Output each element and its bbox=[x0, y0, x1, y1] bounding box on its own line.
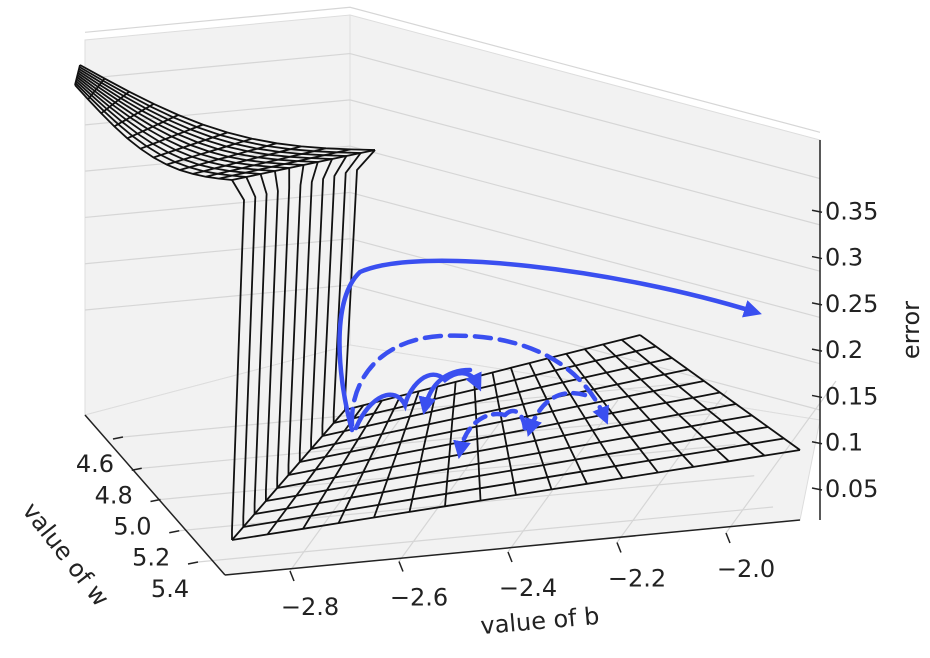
x-tick-label: −2.6 bbox=[390, 583, 448, 611]
z-tick bbox=[811, 348, 823, 352]
trajectory-path bbox=[524, 390, 588, 437]
z-tick bbox=[811, 487, 823, 491]
grid-line bbox=[197, 506, 774, 563]
x-tick bbox=[289, 570, 295, 582]
surface-line bbox=[205, 147, 327, 178]
surface-line bbox=[179, 142, 277, 171]
surface-line bbox=[276, 168, 291, 488]
trajectory-path bbox=[502, 408, 528, 435]
surface-line bbox=[373, 390, 420, 518]
surface-line bbox=[218, 148, 351, 180]
surface-line bbox=[298, 161, 319, 462]
y-tick-label: 4.8 bbox=[95, 481, 133, 509]
surface-line bbox=[602, 343, 730, 462]
surface-line bbox=[140, 123, 204, 150]
x-tick bbox=[507, 551, 513, 563]
z-tick bbox=[811, 440, 823, 445]
trajectory-path bbox=[349, 333, 609, 428]
grid-line bbox=[84, 6, 821, 133]
surface-line bbox=[639, 334, 801, 451]
surface-line bbox=[126, 114, 179, 140]
grid-line bbox=[84, 191, 821, 319]
panes bbox=[84, 14, 821, 576]
y-tick bbox=[150, 498, 161, 503]
y-axis-line bbox=[84, 414, 226, 576]
y-tick bbox=[187, 561, 199, 565]
z-tick-label: 0.25 bbox=[825, 290, 878, 318]
grid-line bbox=[289, 418, 401, 572]
surface-line bbox=[166, 137, 253, 166]
z-tick bbox=[811, 394, 823, 399]
surface-line bbox=[310, 158, 333, 449]
grid-line bbox=[84, 52, 821, 180]
surface-line bbox=[192, 145, 302, 175]
surface-line bbox=[584, 348, 695, 468]
y-tick bbox=[169, 530, 180, 534]
grid-line bbox=[507, 399, 619, 553]
trajectory-path bbox=[453, 411, 508, 460]
surface-line bbox=[337, 395, 402, 524]
z-tick-label: 0.1 bbox=[825, 429, 863, 457]
surface-line bbox=[253, 173, 268, 514]
y-tick-label: 4.6 bbox=[76, 450, 114, 478]
z-tick-label: 0.3 bbox=[825, 244, 863, 272]
trajectory-path bbox=[353, 370, 482, 431]
surface-line bbox=[266, 404, 365, 535]
trajectory-path bbox=[418, 367, 473, 416]
x-tick-label: −2.0 bbox=[717, 555, 775, 583]
z-tick bbox=[811, 255, 823, 260]
x-tick bbox=[616, 542, 622, 553]
surface-line bbox=[528, 362, 588, 485]
grid-line bbox=[84, 238, 821, 365]
y-tick-label: 5.2 bbox=[132, 544, 170, 572]
grid-line bbox=[122, 381, 699, 438]
grid-line bbox=[141, 412, 717, 469]
trajectory-path bbox=[337, 258, 762, 433]
y-tick-label: 5.4 bbox=[151, 575, 189, 603]
surface-line bbox=[565, 353, 659, 474]
surface-line bbox=[321, 155, 348, 436]
z-axis-label: error bbox=[897, 301, 925, 359]
z-tick-label: 0.35 bbox=[825, 197, 878, 225]
x-tick-label: −2.2 bbox=[608, 564, 666, 592]
surface-line bbox=[113, 103, 155, 128]
grid-line bbox=[616, 390, 728, 543]
surface-line bbox=[473, 377, 482, 501]
surface-line bbox=[444, 381, 457, 507]
z-tick-label: 0.15 bbox=[825, 382, 878, 410]
surface-line bbox=[264, 170, 279, 501]
surface-line bbox=[242, 176, 257, 527]
grid-line bbox=[725, 380, 837, 534]
surface-line bbox=[231, 409, 346, 541]
z-tick bbox=[811, 209, 823, 214]
z-tick-label: 0.2 bbox=[825, 336, 863, 364]
surface-line bbox=[153, 131, 228, 159]
surface-line bbox=[491, 372, 517, 496]
surface-line bbox=[100, 90, 130, 115]
surface-line bbox=[231, 179, 245, 540]
surface-line bbox=[621, 339, 766, 457]
surface-line bbox=[332, 152, 362, 423]
x-axis-line bbox=[224, 519, 801, 576]
surface-line bbox=[547, 357, 624, 479]
y-axis-label: value of w bbox=[17, 497, 115, 612]
z-tick-label: 0.05 bbox=[825, 475, 878, 503]
surface bbox=[74, 64, 801, 541]
surface-line bbox=[287, 164, 305, 475]
x-tick-label: −2.4 bbox=[499, 574, 557, 602]
y-tick bbox=[131, 467, 142, 471]
x-axis-label: value of b bbox=[479, 602, 600, 640]
surface-line bbox=[302, 400, 383, 530]
x-tick bbox=[725, 532, 731, 544]
surface-line bbox=[87, 78, 106, 100]
trajectory bbox=[337, 258, 762, 460]
y-tick bbox=[112, 436, 124, 440]
y-tick-label: 5.0 bbox=[113, 513, 151, 541]
axes bbox=[84, 140, 823, 582]
surface-line bbox=[74, 64, 81, 86]
x-tick bbox=[398, 561, 404, 572]
x-tick-label: −2.8 bbox=[281, 593, 339, 621]
z-tick bbox=[811, 302, 823, 306]
